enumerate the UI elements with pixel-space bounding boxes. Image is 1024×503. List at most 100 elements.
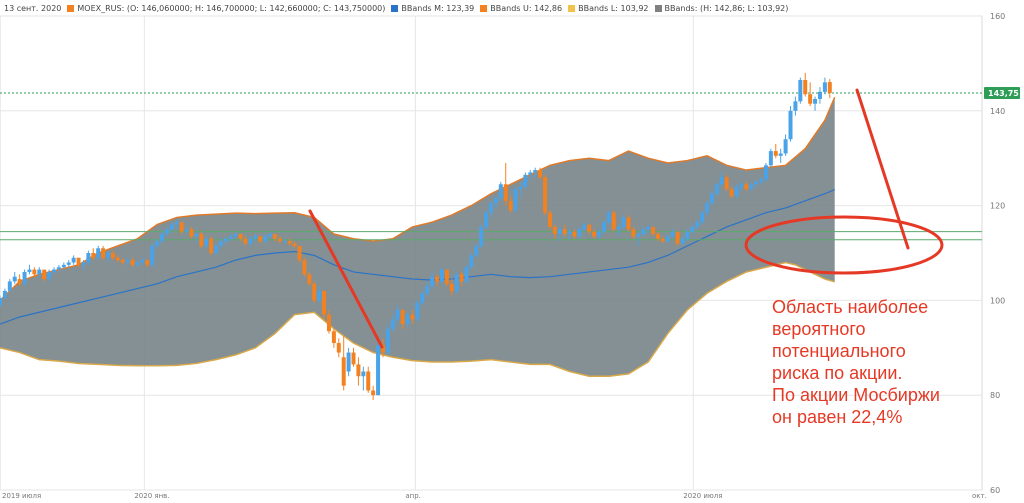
- candle-body: [160, 234, 165, 242]
- legend-item-bb-middle: BBands M: 123,39: [391, 4, 474, 13]
- candle-body: [449, 283, 454, 291]
- candle-body: [572, 231, 577, 237]
- bbands-middle-line: [0, 188, 835, 325]
- candle-body: [7, 281, 12, 291]
- candle-body: [331, 331, 336, 344]
- candle-body: [763, 165, 768, 180]
- candle-body: [120, 260, 125, 263]
- chart-legend: 13 сент. 2020 MOEX_RUS: (O: 146,060000; …: [0, 0, 788, 16]
- risk-annotation: Область наиболее вероятного потенциально…: [772, 296, 992, 428]
- candle-body: [547, 212, 552, 227]
- candle-body: [179, 222, 184, 232]
- candle-body: [420, 293, 425, 303]
- candle-body: [631, 229, 636, 237]
- legend-item-bb-range: BBands: (H: 142,86; L: 103,92): [654, 3, 789, 13]
- candle-body: [282, 241, 287, 243]
- x-tick-label: 2020 июля: [683, 492, 722, 500]
- candle-body: [194, 234, 199, 237]
- candle-body: [425, 286, 430, 294]
- legend-label-bb-range: BBands: (H: 142,86; L: 103,92): [664, 3, 789, 13]
- candle-body: [793, 101, 798, 111]
- annotation-line-6: он равен 22,4%: [772, 407, 903, 427]
- annotation-line-3: потенциального: [772, 341, 906, 361]
- candle-body: [371, 390, 376, 396]
- candle-body: [336, 343, 341, 353]
- candle-body: [135, 262, 140, 265]
- candle-body: [577, 229, 582, 237]
- y-tick-label: 140: [990, 107, 1005, 116]
- candle-body: [268, 234, 273, 237]
- candle-body: [115, 257, 120, 261]
- candle-body: [464, 267, 469, 282]
- legend-label-bb-lower: BBands L: 103,92: [578, 3, 649, 13]
- candle-body: [351, 352, 356, 365]
- candle-body: [169, 224, 174, 230]
- candle-body: [233, 234, 238, 237]
- candle-body: [469, 255, 474, 268]
- candle-body: [376, 345, 381, 396]
- candle-body: [12, 276, 17, 282]
- candle-body: [400, 309, 405, 325]
- candle-body: [81, 262, 86, 265]
- candle-body: [292, 243, 297, 246]
- candle-body: [110, 253, 115, 258]
- candle-body: [685, 231, 690, 239]
- candle-body: [783, 139, 788, 154]
- candle-body: [263, 236, 268, 242]
- candle-body: [356, 364, 361, 377]
- candle-body: [307, 274, 312, 284]
- x-tick-label: апр.: [405, 492, 421, 500]
- candle-body: [56, 267, 61, 270]
- candle-body: [543, 177, 548, 213]
- candle-body: [277, 238, 282, 242]
- candle-body: [616, 226, 621, 230]
- candle-body: [101, 248, 106, 258]
- candle-body: [788, 110, 793, 140]
- candle-body: [32, 269, 37, 275]
- candle-body: [724, 177, 729, 190]
- candle-body: [582, 224, 587, 230]
- bbands-upper-line: [0, 96, 836, 301]
- candle-body: [459, 274, 464, 282]
- candle-body: [238, 234, 243, 239]
- candle-body: [380, 345, 385, 353]
- candle-body: [729, 189, 734, 197]
- candle-body: [744, 184, 749, 190]
- candle-body: [42, 269, 47, 280]
- annotation-line-4: риска по акции.: [772, 363, 903, 383]
- candle-body: [454, 274, 459, 291]
- candle-body: [474, 245, 479, 256]
- candle-body: [37, 269, 42, 275]
- y-tick-label: 100: [990, 296, 1005, 305]
- candle-body: [759, 179, 764, 182]
- candle-body: [86, 253, 91, 263]
- candle-body: [528, 172, 533, 175]
- candle-body: [253, 236, 258, 239]
- candle-body: [410, 314, 415, 320]
- candle-body: [297, 245, 302, 261]
- candle-body: [592, 231, 597, 237]
- candle-body: [813, 98, 818, 104]
- candle-body: [106, 253, 111, 258]
- candle-body: [749, 184, 754, 190]
- annotation-line-5: По акции Мосбиржи: [772, 385, 940, 405]
- y-tick-label: 60: [990, 486, 1000, 495]
- candle-body: [272, 234, 277, 239]
- legend-date: 13 сент. 2020: [4, 3, 62, 13]
- candle-body: [597, 231, 602, 237]
- candle-body: [76, 257, 81, 265]
- candle-body: [66, 262, 71, 265]
- candle-body: [258, 236, 263, 242]
- y-tick-label: 120: [990, 202, 1005, 211]
- legend-swatch-bb-lower: [568, 4, 576, 12]
- candle-body: [533, 170, 538, 173]
- candle-body: [125, 260, 130, 263]
- candle-body: [641, 229, 646, 235]
- candle-body: [665, 236, 670, 242]
- candle-body: [680, 238, 685, 244]
- candle-body: [434, 276, 439, 282]
- candle-body: [27, 269, 32, 272]
- candle-body: [626, 217, 631, 230]
- candle-body: [214, 245, 219, 253]
